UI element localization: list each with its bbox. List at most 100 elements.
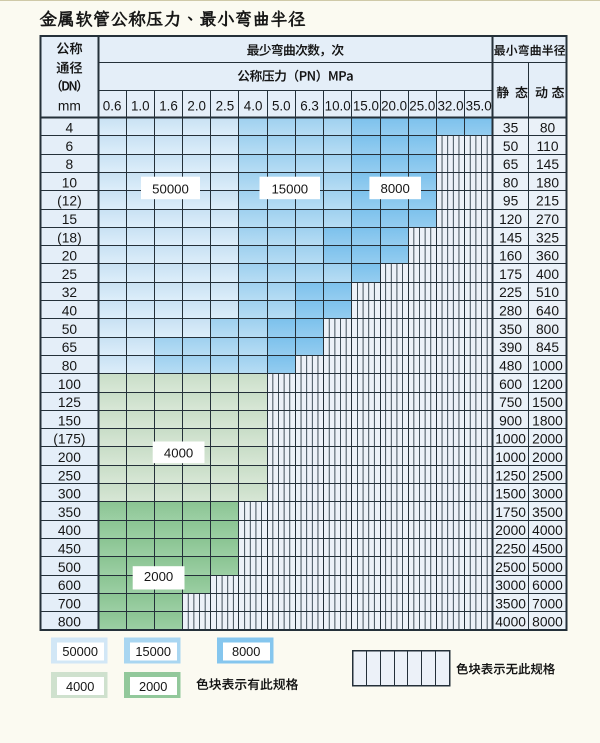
svg-text:400: 400	[536, 267, 559, 282]
svg-text:350: 350	[58, 505, 81, 520]
svg-text:4000: 4000	[495, 615, 526, 630]
svg-text:400: 400	[58, 523, 81, 538]
svg-text:145: 145	[499, 230, 522, 245]
svg-text:50000: 50000	[62, 644, 98, 659]
svg-text:1000: 1000	[495, 432, 526, 447]
svg-text:(12): (12)	[57, 194, 82, 209]
svg-text:2000: 2000	[532, 450, 563, 465]
svg-text:700: 700	[58, 596, 81, 611]
svg-text:3500: 3500	[495, 596, 526, 611]
svg-text:20.0: 20.0	[381, 98, 407, 113]
svg-text:900: 900	[499, 413, 522, 428]
svg-text:600: 600	[499, 377, 522, 392]
svg-text:80: 80	[62, 358, 78, 373]
svg-text:50000: 50000	[152, 181, 189, 196]
svg-text:2.5: 2.5	[216, 98, 235, 113]
svg-text:750: 750	[499, 395, 522, 410]
svg-text:450: 450	[58, 542, 81, 557]
svg-text:360: 360	[536, 249, 559, 264]
svg-text:1500: 1500	[495, 487, 526, 502]
svg-text:110: 110	[537, 139, 559, 154]
svg-text:800: 800	[536, 322, 559, 337]
svg-text:510: 510	[536, 285, 559, 300]
svg-text:250: 250	[58, 468, 81, 483]
svg-text:280: 280	[499, 304, 522, 319]
svg-text:200: 200	[58, 450, 81, 465]
svg-text:6: 6	[66, 139, 74, 154]
svg-text:8000: 8000	[232, 644, 260, 659]
svg-text:160: 160	[499, 249, 522, 264]
svg-text:2500: 2500	[495, 560, 526, 575]
svg-text:145: 145	[536, 157, 559, 172]
svg-text:1800: 1800	[532, 413, 563, 428]
svg-text:65: 65	[503, 157, 519, 172]
svg-text:1200: 1200	[532, 377, 563, 392]
svg-text:5.0: 5.0	[272, 98, 291, 113]
svg-text:25.0: 25.0	[409, 98, 435, 113]
svg-text:800: 800	[58, 615, 81, 630]
svg-text:65: 65	[62, 340, 78, 355]
svg-text:10: 10	[62, 175, 78, 190]
svg-text:600: 600	[58, 578, 81, 593]
svg-text:80: 80	[540, 121, 556, 136]
svg-text:480: 480	[499, 358, 522, 373]
svg-text:5000: 5000	[532, 560, 563, 575]
svg-text:4: 4	[66, 121, 74, 136]
svg-text:390: 390	[499, 340, 522, 355]
svg-text:50: 50	[62, 322, 78, 337]
svg-text:180: 180	[536, 175, 559, 190]
svg-text:32.0: 32.0	[437, 98, 463, 113]
svg-text:6000: 6000	[532, 578, 563, 593]
svg-text:15.0: 15.0	[353, 98, 379, 113]
svg-text:7000: 7000	[532, 596, 563, 611]
svg-text:0.6: 0.6	[103, 98, 122, 113]
svg-text:(175): (175)	[53, 432, 85, 447]
svg-text:1000: 1000	[532, 358, 563, 373]
svg-text:325: 325	[536, 230, 559, 245]
svg-text:25: 25	[62, 267, 78, 282]
svg-text:4000: 4000	[66, 679, 94, 694]
svg-text:15000: 15000	[135, 644, 171, 659]
svg-text:270: 270	[536, 212, 559, 227]
svg-text:1250: 1250	[495, 468, 526, 483]
svg-text:500: 500	[58, 560, 81, 575]
svg-text:1500: 1500	[532, 395, 563, 410]
svg-text:225: 225	[499, 285, 522, 300]
svg-text:300: 300	[58, 487, 81, 502]
svg-text:mm: mm	[58, 99, 81, 114]
svg-text:4000: 4000	[164, 446, 193, 461]
svg-text:100: 100	[58, 377, 81, 392]
svg-text:2500: 2500	[532, 468, 563, 483]
svg-text:3500: 3500	[532, 505, 563, 520]
svg-text:2250: 2250	[495, 542, 526, 557]
svg-text:1750: 1750	[495, 505, 526, 520]
svg-text:80: 80	[503, 175, 519, 190]
svg-text:120: 120	[499, 212, 522, 227]
svg-text:2.0: 2.0	[187, 98, 206, 113]
svg-text:3000: 3000	[495, 578, 526, 593]
svg-text:640: 640	[536, 304, 559, 319]
svg-text:4500: 4500	[532, 542, 563, 557]
svg-text:1000: 1000	[495, 450, 526, 465]
svg-text:2000: 2000	[144, 569, 173, 584]
svg-text:32: 32	[62, 285, 77, 300]
svg-text:2000: 2000	[532, 432, 563, 447]
svg-text:6.3: 6.3	[300, 98, 319, 113]
svg-text:215: 215	[536, 194, 559, 209]
svg-text:150: 150	[58, 413, 81, 428]
svg-text:20: 20	[62, 249, 78, 264]
svg-text:4000: 4000	[532, 523, 563, 538]
svg-text:2000: 2000	[495, 523, 526, 538]
svg-text:50: 50	[503, 139, 519, 154]
svg-text:175: 175	[499, 267, 522, 282]
svg-text:8000: 8000	[381, 181, 410, 196]
svg-text:1.0: 1.0	[131, 98, 150, 113]
svg-text:8: 8	[66, 157, 74, 172]
svg-text:3000: 3000	[532, 487, 563, 502]
svg-text:4.0: 4.0	[244, 98, 263, 113]
svg-text:(18): (18)	[57, 230, 82, 245]
svg-text:95: 95	[503, 194, 519, 209]
svg-text:35: 35	[503, 121, 519, 136]
svg-text:15000: 15000	[271, 181, 308, 196]
svg-text:35.0: 35.0	[466, 98, 492, 113]
